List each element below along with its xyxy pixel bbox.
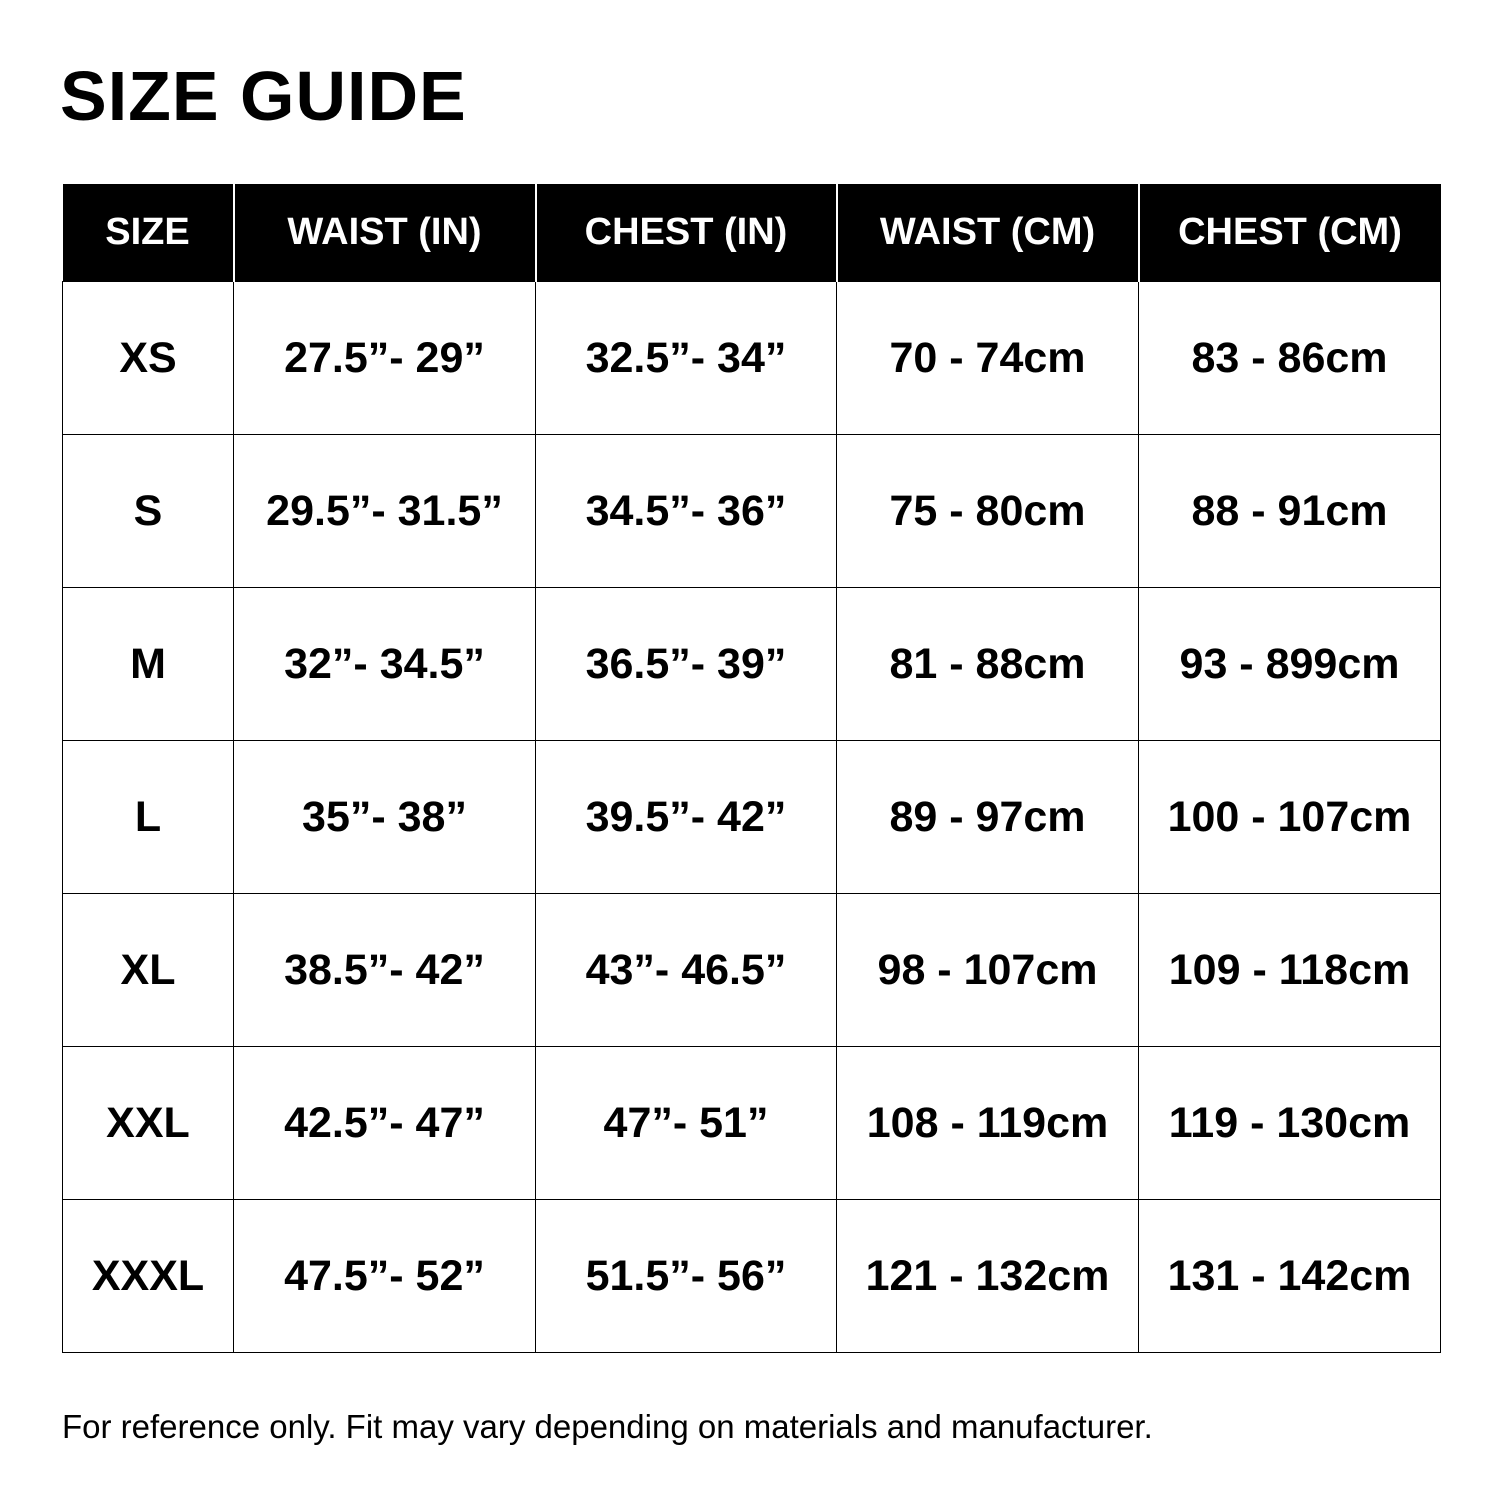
column-header: WAIST (CM)	[835, 184, 1139, 282]
table-cell: 98 - 107cm	[836, 893, 1139, 1047]
table-cell: 89 - 97cm	[836, 740, 1139, 894]
column-header: SIZE	[62, 184, 234, 282]
table-cell: XS	[62, 281, 234, 435]
table-cell: XXL	[62, 1046, 234, 1200]
table-cell: 75 - 80cm	[836, 434, 1139, 588]
table-row: S 29.5”- 31.5” 34.5”- 36” 75 - 80cm 88 - 91c…	[62, 434, 1441, 588]
table-cell: 32”- 34.5”	[233, 587, 536, 741]
table-cell: 70 - 74cm	[836, 281, 1139, 435]
table-cell: 47.5”- 52”	[233, 1199, 536, 1353]
table-cell: 42.5”- 47”	[233, 1046, 536, 1200]
table-cell: 121 - 132cm	[836, 1199, 1139, 1353]
table-row: XL 38.5”- 42” 43”- 46.5” 98 - 107cm 109 - 11…	[62, 893, 1441, 1047]
table-cell: 38.5”- 42”	[233, 893, 536, 1047]
table-cell: 93 - 899cm	[1138, 587, 1441, 741]
column-header: CHEST (IN)	[534, 184, 837, 282]
table-row: XS 27.5”- 29” 32.5”- 34” 70 - 74cm 83 - 86cm	[62, 281, 1441, 435]
table-cell: 109 - 118cm	[1138, 893, 1441, 1047]
table-cell: XL	[62, 893, 234, 1047]
table-cell: 51.5”- 56”	[535, 1199, 837, 1353]
column-header: CHEST (CM)	[1137, 184, 1441, 282]
table-header-row: SIZE WAIST (IN) CHEST (IN) WAIST (CM) CH…	[62, 184, 1441, 282]
table-cell: L	[62, 740, 234, 894]
table-cell: M	[62, 587, 234, 741]
table-cell: 83 - 86cm	[1138, 281, 1441, 435]
footnote: For reference only. Fit may vary dependi…	[62, 1408, 1153, 1445]
table-cell: 81 - 88cm	[836, 587, 1139, 741]
page-title: SIZE GUIDE	[60, 57, 467, 135]
column-header: WAIST (IN)	[232, 184, 536, 282]
table-row: L 35”- 38” 39.5”- 42” 89 - 97cm 100 - 107cm	[62, 740, 1441, 894]
table-cell: 88 - 91cm	[1138, 434, 1441, 588]
table-cell: 131 - 142cm	[1138, 1199, 1441, 1353]
table-cell: XXXL	[62, 1199, 234, 1353]
table-cell: 27.5”- 29”	[233, 281, 536, 435]
table-cell: 100 - 107cm	[1138, 740, 1441, 894]
table-cell: 32.5”- 34”	[535, 281, 837, 435]
table-cell: 47”- 51”	[535, 1046, 837, 1200]
table-cell: 119 - 130cm	[1138, 1046, 1441, 1200]
table-row: XXXL 47.5”- 52” 51.5”- 56” 121 - 132cm 131 -…	[62, 1199, 1441, 1353]
table-row: XXL 42.5”- 47” 47”- 51” 108 - 119cm 119 - 13…	[62, 1046, 1441, 1200]
table-cell: 35”- 38”	[233, 740, 536, 894]
table-cell: 36.5”- 39”	[535, 587, 837, 741]
table-cell: 108 - 119cm	[836, 1046, 1139, 1200]
table-cell: S	[62, 434, 234, 588]
table-cell: 39.5”- 42”	[535, 740, 837, 894]
table-cell: 29.5”- 31.5”	[233, 434, 536, 588]
table-cell: 34.5”- 36”	[535, 434, 837, 588]
size-table: SIZE WAIST (IN) CHEST (IN) WAIST (CM) CH…	[62, 184, 1441, 1353]
table-row: M 32”- 34.5” 36.5”- 39” 81 - 88cm 93 - 899cm	[62, 587, 1441, 741]
table-cell: 43”- 46.5”	[535, 893, 837, 1047]
